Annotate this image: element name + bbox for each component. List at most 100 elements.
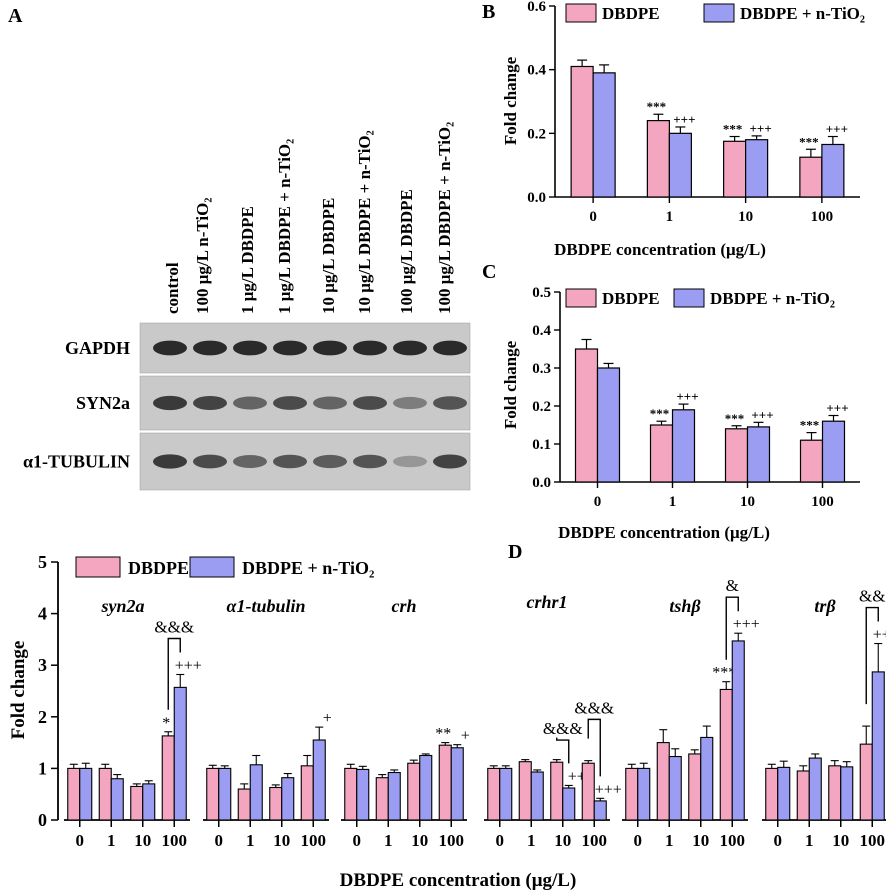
chart-d-legend: DBDPE DBDPE + n-TiO₂ [75,556,374,578]
blot-lane-label: 100 μg/L n-TiO₂ [193,198,212,314]
panel-label-d: D [508,541,522,563]
significance-mark: +++ [826,401,848,416]
bar [688,753,702,821]
bar [821,420,846,483]
significance-mark: *** [800,418,820,433]
significance-mark: +++ [750,121,772,136]
bar [142,783,156,821]
chart-b-ylabel: Fold change [501,56,520,145]
blot-lane-label: 1 μg/L DBDPE + n-TiO₂ [275,139,294,314]
bar [130,785,144,821]
x-tick-label: 100 [162,831,188,850]
legend-label-dbdpe: DBDPE [602,4,660,23]
bar [237,788,251,821]
bar [356,768,370,821]
blot-band [433,454,467,469]
x-tick-label: 1 [107,831,116,850]
bar [668,755,682,821]
bar [871,671,885,821]
significance-mark: +++ [676,389,698,404]
bar [859,743,873,821]
bar [719,688,733,821]
bar [808,757,822,821]
significance-mark: +++ [673,112,695,127]
bar [777,766,791,821]
y-tick-label: 0.6 [527,0,546,15]
bar [746,426,771,483]
blot-band [273,454,307,469]
legend-label-dbdpe: DBDPE [602,289,660,308]
x-tick-label: 10 [273,831,290,850]
blot-band [433,340,467,356]
y-tick-label: 5 [38,552,47,572]
bracket-label: &&& [543,719,583,738]
blot-band [313,454,347,469]
blot-row: α1-TUBULIN [23,432,471,491]
bar [592,72,616,198]
bar [487,767,501,821]
chart-d: DBDPE DBDPE + n-TiO₂ DBDPE concentration… [8,552,886,891]
gene-label: trβ [814,596,836,616]
significance-mark: +++ [733,616,760,633]
significance-bracket [725,596,739,660]
legend-label-dbdpe: DBDPE [128,558,189,578]
x-tick-label: 0 [774,831,783,850]
bar [79,767,93,821]
blot-band [313,396,347,410]
significance-mark: + [461,728,470,745]
y-tick-label: 0.3 [532,361,551,377]
gene-group-1tubulin: α1-tubulin 0 1 10 100 + [203,596,332,850]
bar [840,766,854,821]
bar [281,777,295,821]
x-tick-label: 100 [860,831,886,850]
y-tick-label: 4 [38,604,47,624]
significance-bracket [167,637,181,710]
bar [700,736,714,821]
y-tick-label: 0.4 [527,63,546,79]
bracket-label: &&& [574,698,614,717]
significance-mark: +++ [595,781,622,798]
blot-band [233,396,267,410]
bar [593,800,607,821]
significance-mark: *** [712,665,736,682]
significance-mark: * [162,715,170,732]
x-tick-label: 1 [665,831,674,850]
blot-band [153,395,187,411]
x-tick-label: 0 [215,831,224,850]
bar [562,787,576,821]
gene-group-tsh: tshβ 0 1 10 100 *** +++ & [622,576,760,850]
x-tick-label: 10 [832,831,849,850]
y-tick-label: 0.0 [527,190,546,206]
blot-band [153,454,187,469]
x-tick-label: 0 [353,831,362,850]
y-tick-label: 1 [38,758,47,778]
bar [218,767,232,821]
x-tick-label: 100 [301,831,327,850]
x-tick-label: 1 [527,831,536,850]
x-tick-label: 1 [669,494,677,510]
y-tick-label: 0.2 [532,399,551,415]
y-tick-label: 3 [38,655,47,675]
significance-mark: +++ [175,657,202,674]
bar [98,767,112,821]
blot-band [433,396,467,410]
x-tick-label: 1 [246,831,255,850]
bar [407,762,421,821]
significance-mark: *** [725,411,745,426]
legend-swatch-dbdpe [565,288,597,308]
x-tick-label: 1 [666,209,674,225]
bar [438,744,452,821]
significance-bracket [556,737,570,764]
bar [765,767,779,821]
x-tick-label: 10 [738,209,753,225]
bar [450,747,464,821]
x-tick-label: 10 [134,831,151,850]
gene-label: α1-tubulin [227,596,306,616]
bar [649,424,674,483]
blot-row-label: α1-TUBULIN [23,452,130,472]
gene-group-crhr1: crhr1 0 1 10 ++ 100 +++ &&& &&& [484,592,622,850]
legend-label-dbdpe-tio2: DBDPE + n-TiO₂ [242,558,374,578]
blot-band [193,396,227,410]
x-tick-label: 0 [634,831,643,850]
chart-c-ylabel: Fold change [501,340,520,429]
